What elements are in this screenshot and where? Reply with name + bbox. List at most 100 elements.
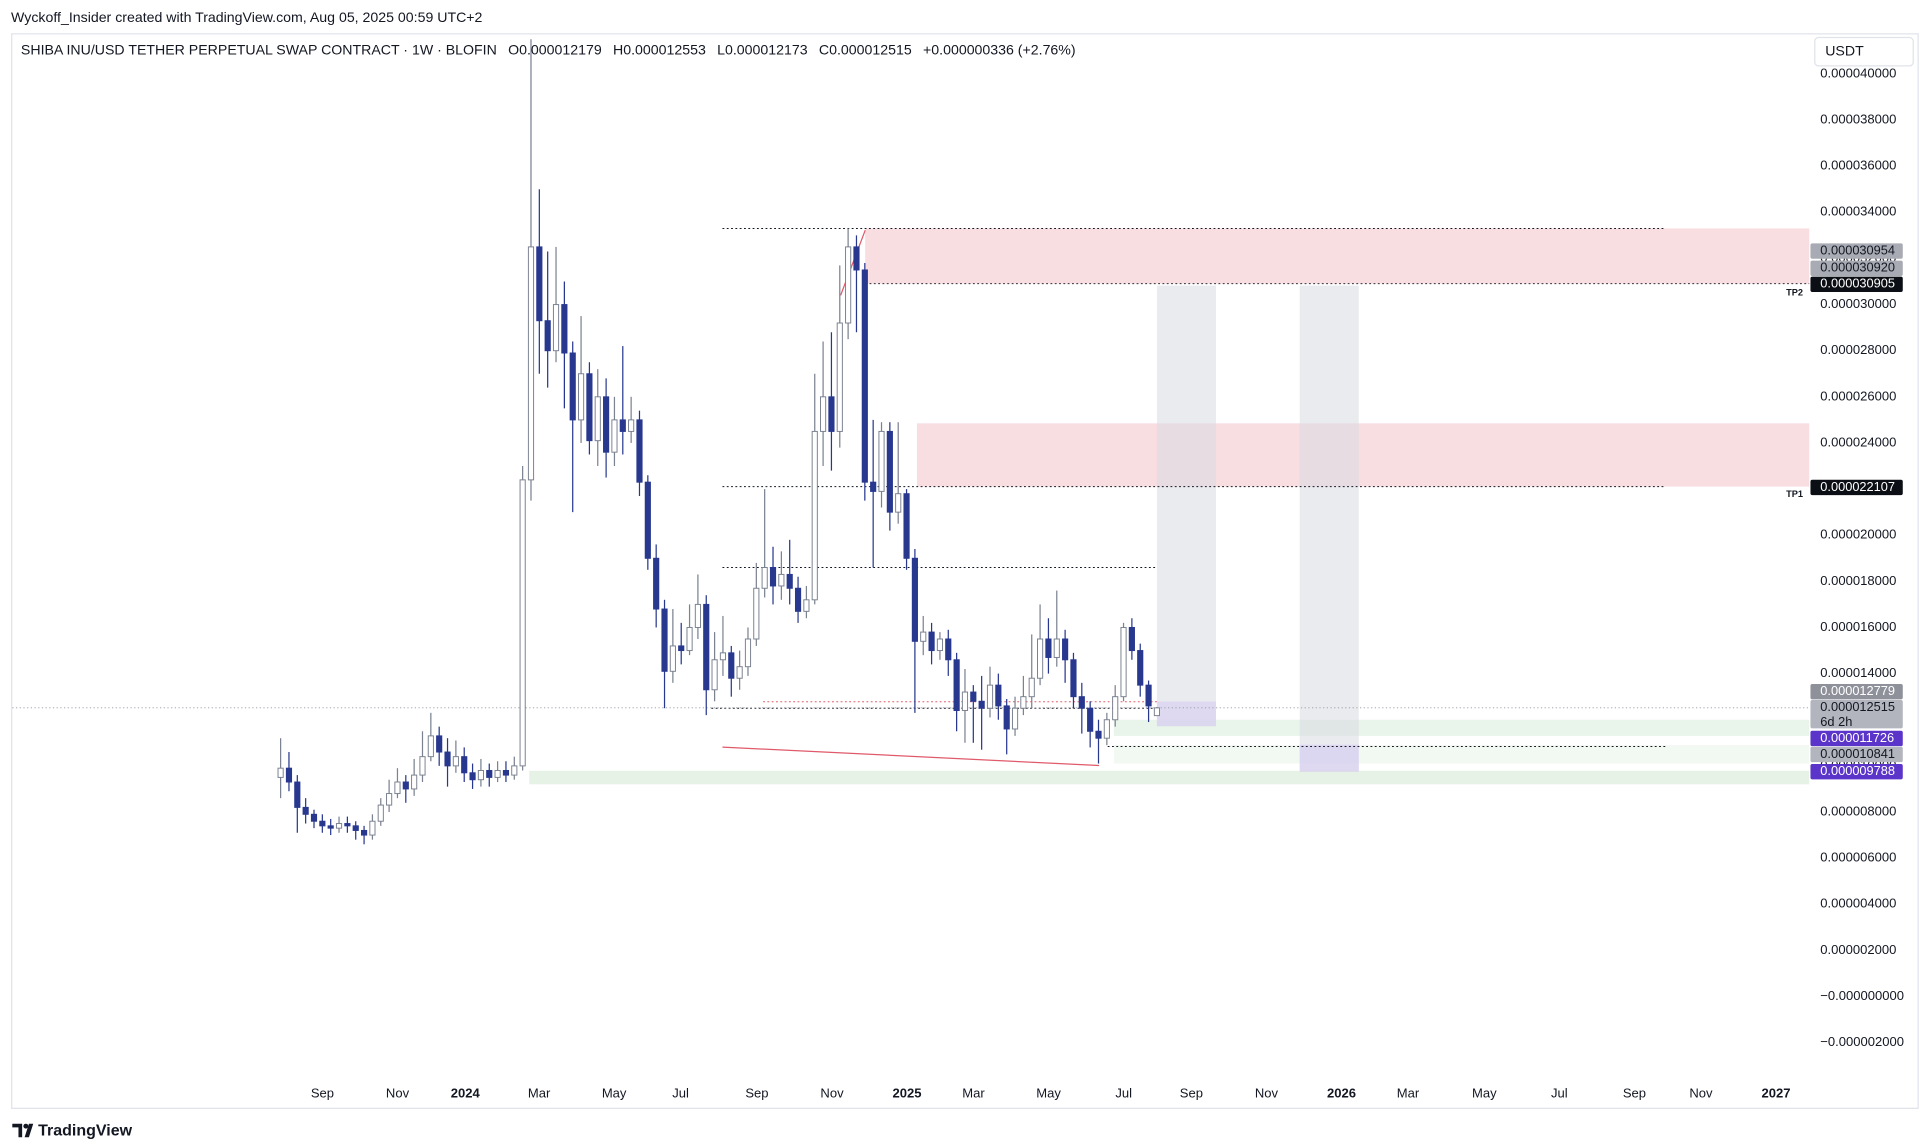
symbol-line: SHIBA INU/USD TETHER PERPETUAL SWAP CONT… [21,41,1076,57]
price-label-bg [1810,479,1903,496]
price-label: 0.000011726 [1810,730,1903,747]
x-tick-label: Nov [1689,1086,1713,1101]
candle-body [511,765,518,776]
price-label: 0.000030905 [1810,276,1903,293]
price-label-text: 0.000022107 [1820,479,1895,494]
candle-body [744,638,752,668]
candle-body [861,269,868,483]
x-tick-label: Sep [311,1086,334,1101]
candle-body [936,638,944,652]
candle-body [719,652,727,661]
y-tick-label: 0.000024000 [1820,434,1896,449]
x-tick-label: Jul [672,1086,689,1101]
candle-body [319,820,326,827]
price-label-text: 0.000012515 [1820,699,1895,714]
ohlc-letter: C [819,41,829,57]
candle-body [1070,659,1077,698]
candle-body [327,825,334,829]
candle-body [394,781,401,795]
x-tick-label: Sep [745,1086,768,1101]
candle-body [669,645,676,672]
candle-body [778,573,785,587]
chart-frame [11,33,1919,1109]
candle-body [486,769,493,778]
currency-button[interactable] [1814,36,1914,67]
x-tick-label: Mar [1397,1086,1420,1101]
y-tick-label: −0.000000000 [1820,988,1904,1003]
candle-body [644,481,651,559]
currency[interactable]: USDT [1825,42,1864,58]
price-label: 0.000030954 [1810,242,1903,259]
candle-body [1120,626,1127,698]
x-tick-label: Mar [962,1086,985,1101]
candle-body [1078,696,1085,709]
y-tick-label: 0.000004000 [1820,896,1896,911]
position-box [1299,285,1359,772]
price-label-text: 0.000030954 [1820,242,1895,257]
candle-body [386,793,393,806]
stop-box [1299,744,1359,772]
candle-body [694,603,701,628]
candle-body [786,573,793,589]
x-tick-label: May [602,1086,627,1101]
candle-body [853,246,860,271]
candle-body [294,781,301,808]
y-tick-label: 0.000020000 [1820,527,1896,542]
candle-body [577,373,585,421]
candle-body [436,735,443,753]
logo-dot [23,1123,29,1129]
candle-body [552,304,560,352]
candle-body [1053,638,1060,658]
price-label-bg [1810,276,1903,293]
candle-body [544,320,551,352]
candle-body [344,823,351,827]
brand: TradingView [38,1122,133,1139]
price-label-bg [1810,764,1903,780]
candle-body [1112,696,1119,721]
x-tick-label: Nov [386,1086,410,1101]
y-tick-label: 0.000008000 [1820,803,1896,818]
price-label-bg [1810,746,1903,763]
candle-body [1087,707,1094,732]
price-label-bg [1810,700,1903,729]
candle-body [561,304,568,354]
candle-body [811,430,818,601]
tp-label: TP1 [1786,489,1803,499]
candle-body [1028,677,1035,698]
candle-body [903,493,910,559]
axis-layer: 0.000040000 0.000038000 0.000036000 0.00003… [311,65,1904,1100]
candle-body [1062,638,1069,661]
candle-body [978,700,985,709]
y-tick-label: 0.000006000 [1820,850,1896,865]
candle-body [911,557,918,642]
x-tick-label: 2027 [1762,1086,1791,1101]
candle-body [569,352,576,421]
candle-body [761,567,768,589]
candle-body [1020,696,1027,709]
y-tick-label: 0.000034000 [1820,204,1896,219]
change: +0.000000336 (+2.76%) [923,41,1076,57]
ohlc-letter: O [508,41,519,57]
candle-body [1145,684,1152,707]
candle-body [986,684,994,709]
candle-body [502,769,510,776]
candle-body [519,479,526,767]
candle-body [845,246,852,324]
candle-body [828,396,835,432]
candle-body [603,396,610,453]
y-tick-label: 0.000014000 [1820,665,1896,680]
candle-body [661,608,668,672]
candle-body [920,631,927,642]
candle-body [461,756,468,774]
candle-body [1037,638,1044,679]
candle-body [1137,650,1144,686]
price-label: 0.000030920 [1810,260,1903,277]
candle-body [769,567,777,587]
candle-body [444,751,451,767]
candle-body [736,666,743,679]
candle-body [961,691,969,712]
brand-logo: TradingView [12,1122,133,1139]
